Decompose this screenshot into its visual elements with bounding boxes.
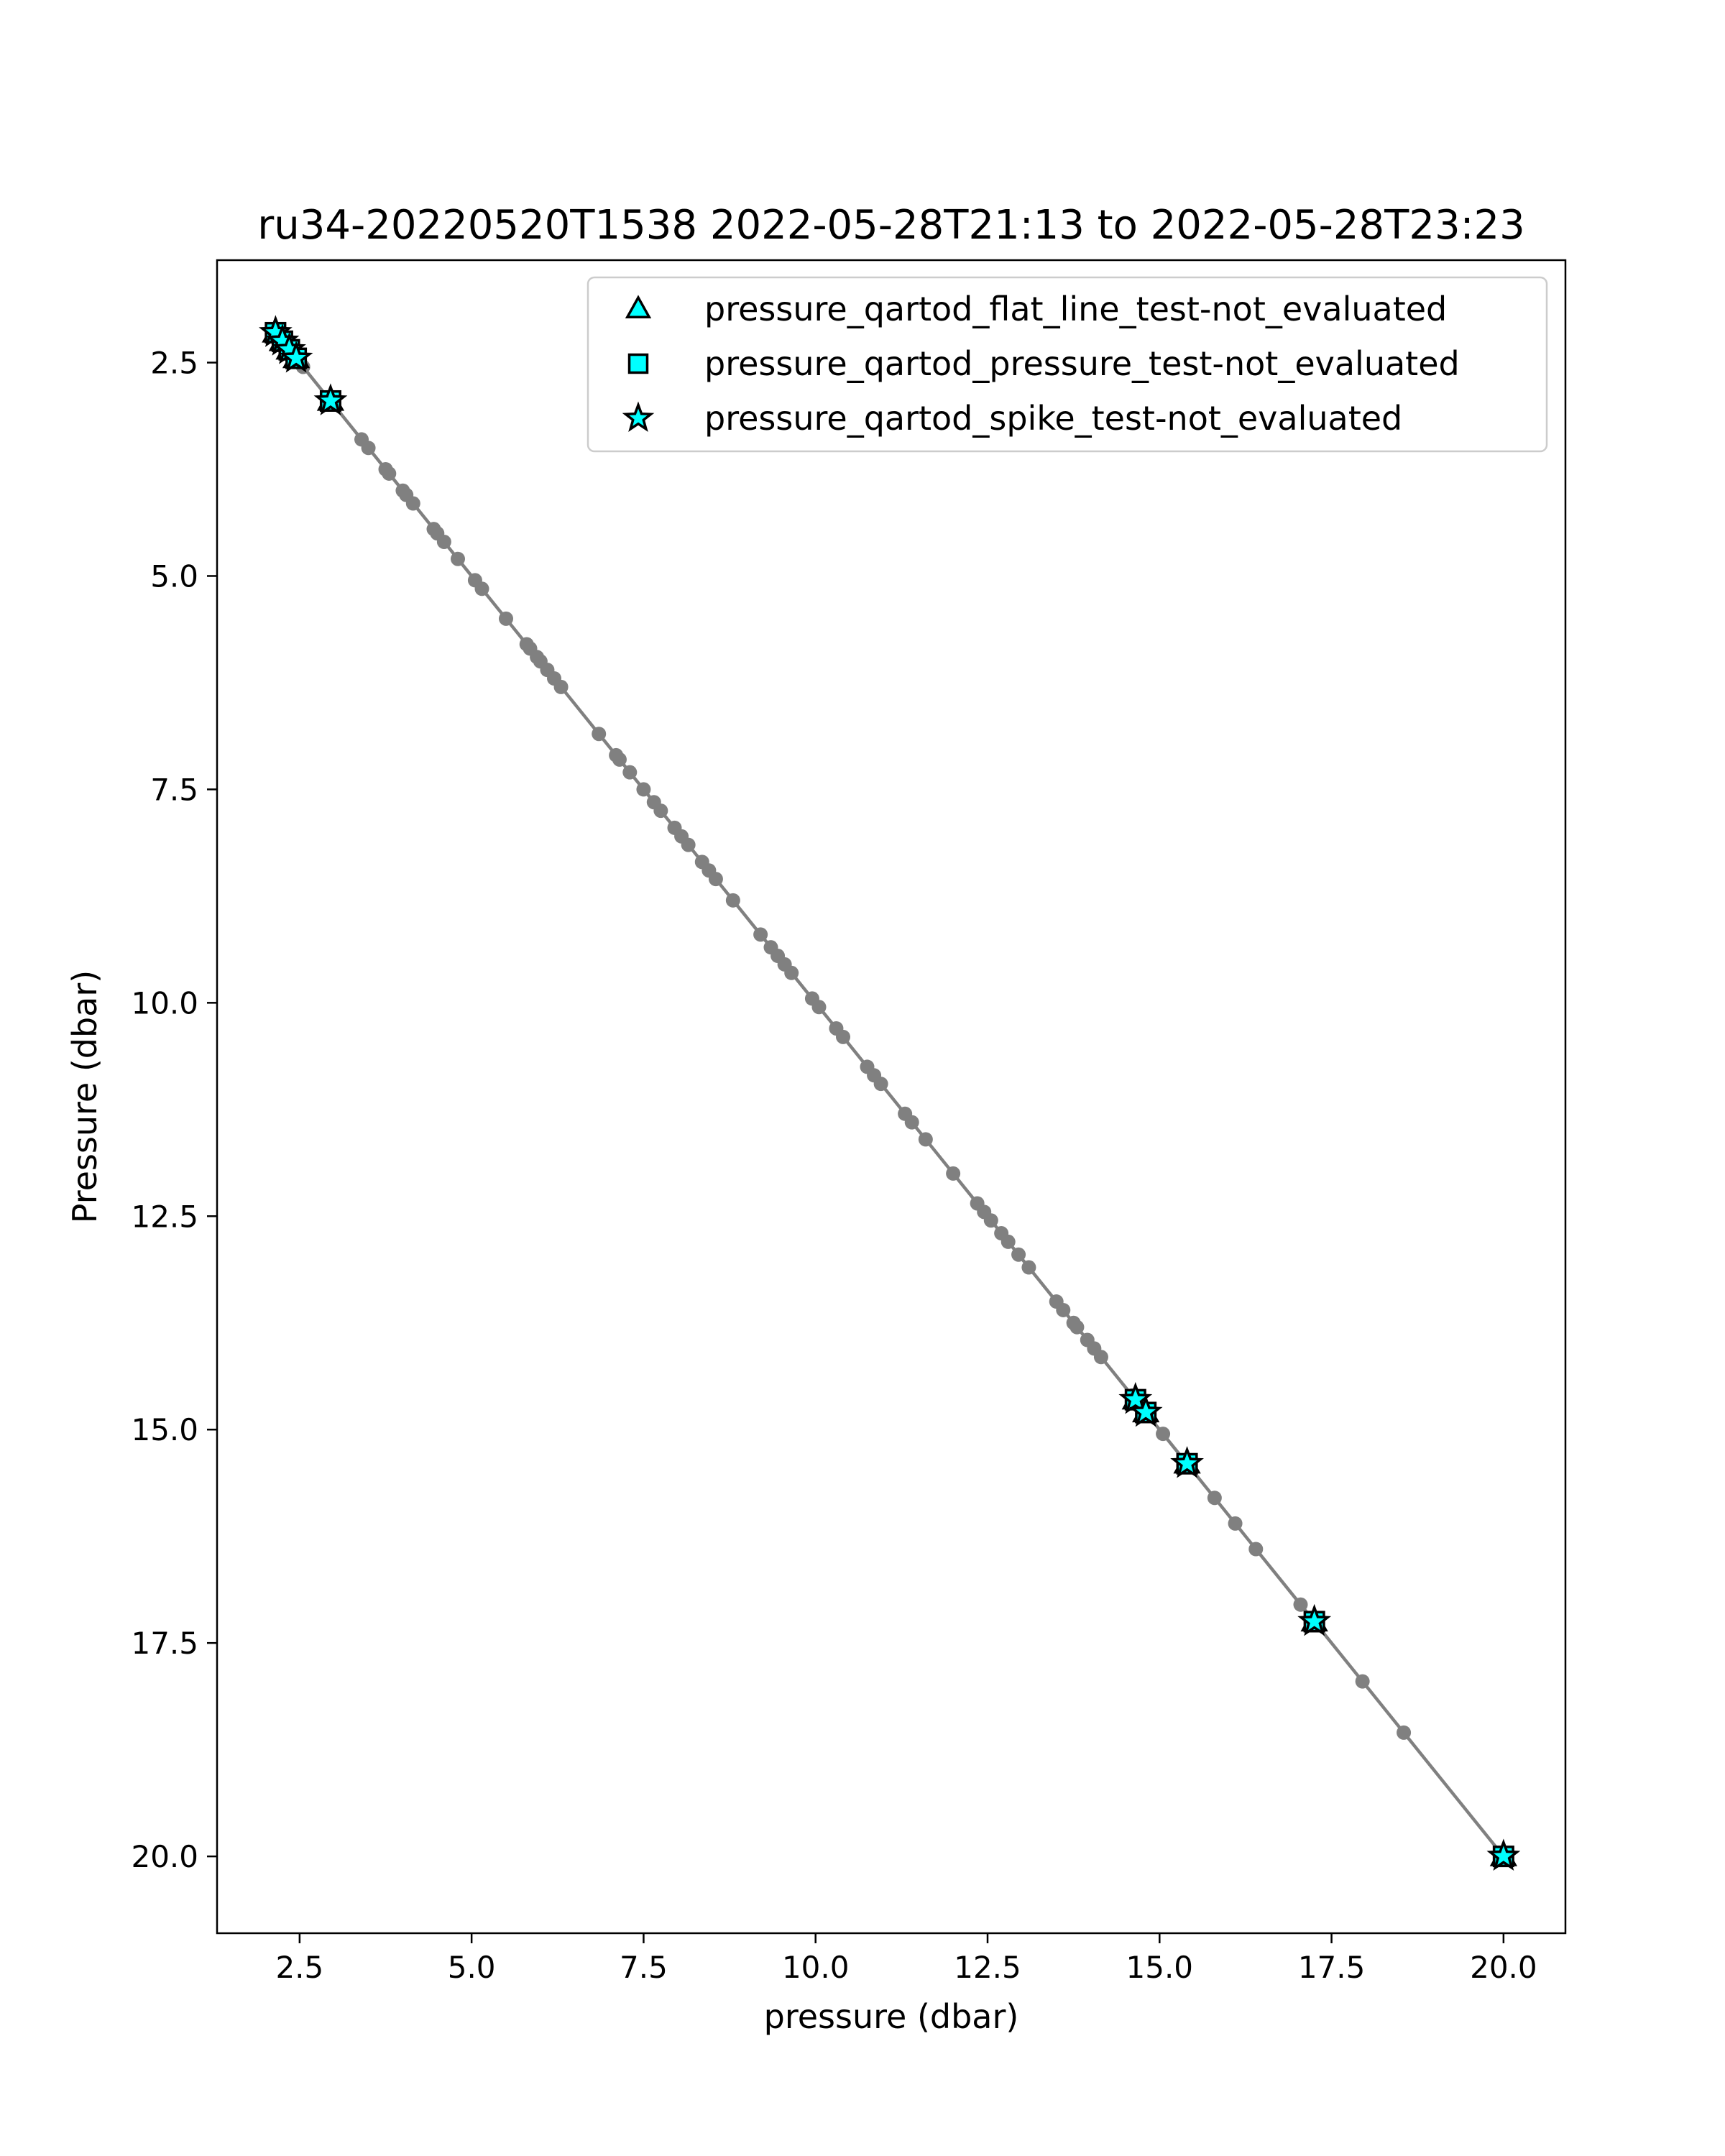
y-axis-label: Pressure (dbar) xyxy=(65,970,104,1223)
profile-point xyxy=(1207,1491,1222,1506)
x-tick-label: 2.5 xyxy=(275,1950,323,1985)
profile-point xyxy=(436,534,451,549)
profile-point xyxy=(811,1000,827,1015)
profile-point xyxy=(725,893,740,908)
profile-point xyxy=(1011,1247,1026,1262)
legend-entry: pressure_qartod_flat_line_test-not_evalu… xyxy=(704,290,1447,328)
profile-point xyxy=(592,727,607,742)
y-tick-label: 20.0 xyxy=(131,1839,198,1874)
legend-star-icon xyxy=(622,401,655,432)
profile-point xyxy=(553,679,569,694)
profile-point xyxy=(784,965,799,980)
legend-entry: pressure_qartod_spike_test-not_evaluated xyxy=(704,399,1402,438)
y-tick-label: 15.0 xyxy=(131,1412,198,1447)
x-tick-label: 20.0 xyxy=(1470,1950,1537,1985)
profile-point xyxy=(836,1029,850,1044)
profile-point xyxy=(653,803,668,819)
x-tick-label: 5.0 xyxy=(448,1950,496,1985)
profile-point xyxy=(904,1115,919,1130)
profile-point xyxy=(1056,1302,1071,1317)
x-tick-label: 17.5 xyxy=(1298,1950,1366,1985)
profile-point xyxy=(405,496,420,511)
profile-point xyxy=(918,1132,933,1147)
profile-point xyxy=(1228,1516,1243,1531)
star-marker xyxy=(1170,1446,1204,1478)
profile-point xyxy=(1021,1260,1036,1275)
profile-point xyxy=(622,765,638,780)
profile-point xyxy=(474,581,489,596)
profile-point xyxy=(1355,1674,1370,1689)
star-marker xyxy=(313,383,348,415)
star-marker xyxy=(279,341,313,373)
y-tick-label: 7.5 xyxy=(150,772,198,807)
profile-point xyxy=(382,466,397,481)
y-tick-label: 17.5 xyxy=(131,1626,198,1661)
legend-square-icon xyxy=(627,353,649,374)
chart-title: ru34-20220520T1538 2022-05-28T21:13 to 2… xyxy=(257,202,1524,249)
x-tick-label: 7.5 xyxy=(620,1950,668,1985)
y-tick-label: 12.5 xyxy=(131,1199,198,1234)
x-tick-label: 15.0 xyxy=(1126,1950,1194,1985)
profile-point xyxy=(451,551,465,566)
star-marker xyxy=(1297,1603,1332,1636)
profile-point xyxy=(873,1077,888,1092)
x-tick-label: 10.0 xyxy=(782,1950,850,1985)
profile-point xyxy=(946,1166,961,1181)
y-tick-label: 2.5 xyxy=(150,346,198,381)
legend-entry: pressure_qartod_pressure_test-not_evalua… xyxy=(704,344,1460,383)
star-marker xyxy=(1486,1838,1521,1871)
x-tick-label: 12.5 xyxy=(954,1950,1021,1985)
legend-triangle-icon xyxy=(625,295,652,318)
profile-point xyxy=(499,611,513,626)
profile-point xyxy=(1293,1597,1308,1612)
profile-point xyxy=(361,441,376,456)
profile-point xyxy=(1397,1725,1412,1740)
profile-point xyxy=(983,1213,998,1228)
x-axis-label: pressure (dbar) xyxy=(764,1997,1019,2036)
profile-point xyxy=(753,927,768,942)
plot-frame xyxy=(216,259,1567,1935)
profile-point xyxy=(1070,1319,1085,1335)
profile-point xyxy=(1000,1234,1016,1249)
y-tick-label: 10.0 xyxy=(131,985,198,1021)
profile-point xyxy=(612,752,627,767)
profile-point xyxy=(1156,1427,1171,1442)
legend-frame xyxy=(586,276,1548,453)
legend: pressure_qartod_flat_line_test-not_evalu… xyxy=(586,276,1548,453)
star-marker xyxy=(1128,1394,1163,1427)
profile-point xyxy=(1093,1350,1108,1365)
profile-point xyxy=(636,782,651,797)
profile-point xyxy=(681,837,696,852)
profile-point xyxy=(1248,1542,1264,1557)
star-marker xyxy=(1118,1382,1153,1414)
profile-point xyxy=(708,872,723,887)
y-tick-label: 5.0 xyxy=(150,558,198,594)
